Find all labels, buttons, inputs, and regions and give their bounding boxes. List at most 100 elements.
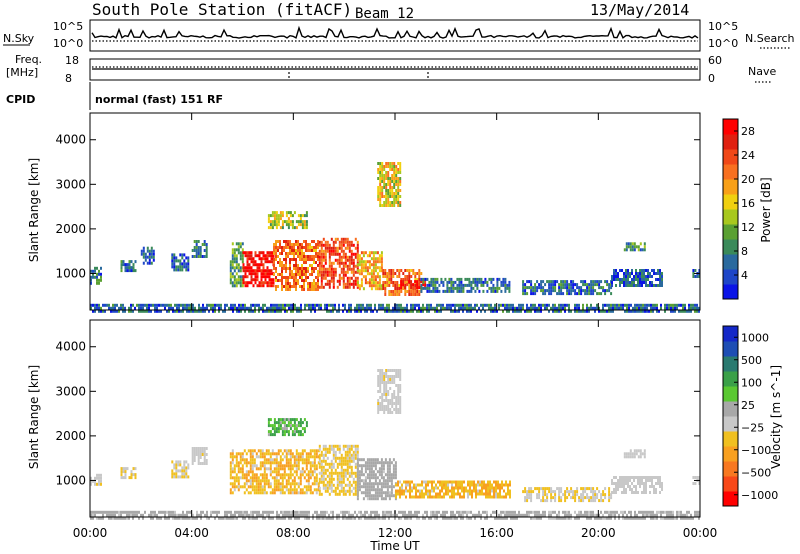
- power-cell-r9: [374, 257, 377, 261]
- power-cell-r6: [262, 254, 265, 258]
- power-cell-r9: [368, 284, 371, 288]
- velocity-cell-r8: [586, 487, 589, 491]
- velocity-cell-r4: [241, 473, 244, 477]
- power-cell-r19: [144, 303, 146, 307]
- power-cell-r12: [458, 277, 461, 281]
- velocity-cell-r12: [277, 418, 280, 422]
- power-cell-r10: [392, 293, 395, 296]
- velocity-cell-r12: [305, 424, 308, 428]
- velocity-cell-r7: [463, 495, 465, 499]
- power-cell-r6: [270, 281, 273, 285]
- velocity-cell-r4: [259, 449, 262, 453]
- power-cell-r19: [416, 309, 418, 313]
- power-cell-r18: [397, 168, 400, 171]
- velocity-cell-r7: [427, 492, 429, 496]
- velocity-cell-r6: [392, 494, 395, 498]
- velocity-cell-r6: [392, 464, 395, 468]
- velocity-cell-r4: [259, 464, 262, 468]
- power-cell-r18: [397, 186, 400, 189]
- velocity-cell-r7: [471, 495, 473, 499]
- velocity-cell-r14: [102, 513, 104, 517]
- velocity-cell-r4: [311, 449, 314, 453]
- velocity-cell-r7: [495, 492, 497, 496]
- velocity-cell-r6: [368, 491, 371, 495]
- velocity-cell-r7: [441, 489, 443, 493]
- velocity-cell-r14: [578, 513, 580, 517]
- velocity-cell-r9: [615, 485, 617, 488]
- velocity-cell-r4: [269, 452, 272, 456]
- velocity-cell-r5: [352, 456, 355, 460]
- velocity-cell-r7: [457, 489, 459, 493]
- power-cell-r14: [643, 269, 645, 272]
- power-cell-r13: [536, 280, 539, 284]
- power-cell-r19: [558, 309, 560, 313]
- power-cell-r8: [334, 252, 337, 256]
- velocity-cell-r6: [370, 461, 373, 465]
- power-cell-r18: [399, 180, 402, 183]
- power-cell-r19: [540, 309, 542, 313]
- velocity-cell-r7: [419, 489, 421, 493]
- power-cell-r19: [598, 306, 600, 310]
- power-cell-r12: [432, 280, 435, 284]
- velocity-cell-r9: [619, 479, 621, 482]
- power-cell-r7: [281, 270, 283, 273]
- power-cell-r19: [498, 303, 500, 307]
- power-cell-r14: [623, 272, 625, 275]
- power-cell-r5: [237, 269, 240, 273]
- velocity-cell-r8: [538, 493, 541, 497]
- power-cell-r19: [288, 303, 290, 307]
- power-cell-r19: [538, 303, 540, 307]
- power-cell-r7: [287, 276, 289, 279]
- power-cell-r7: [315, 276, 317, 279]
- power-cell-r12: [486, 283, 489, 287]
- power-cell-r6: [242, 263, 245, 267]
- velocity-cell-r6: [382, 476, 385, 480]
- velocity-cell-r4: [281, 473, 284, 477]
- velocity-cell-r14: [164, 516, 166, 520]
- velocity-cell-r5: [350, 465, 353, 469]
- power-cell-r19: [420, 306, 422, 310]
- velocity-cell-r6: [368, 497, 371, 501]
- power-cell-r1: [134, 269, 137, 273]
- power-cell-r8: [342, 273, 345, 277]
- velocity-cell-r14: [174, 516, 176, 520]
- velocity-cell-r4: [245, 461, 248, 465]
- power-cell-r18: [389, 162, 392, 165]
- power-cell-r13: [602, 289, 605, 293]
- velocity-cell-r4: [291, 467, 294, 471]
- power-cell-r7: [301, 276, 303, 279]
- freq-label: Freq.: [15, 53, 42, 66]
- power-cell-r16: [698, 269, 701, 272]
- velocity-cell-r7: [469, 492, 471, 496]
- velocity-cell-r4: [281, 479, 284, 483]
- velocity-cell-r8: [544, 487, 547, 491]
- power-cell-r7: [307, 276, 309, 279]
- power-cell-r8: [328, 255, 331, 259]
- velocity-cell-r12: [285, 418, 288, 422]
- power-cell-r19: [366, 306, 368, 310]
- velocity-cell-r13: [381, 378, 384, 381]
- power-cell-r12: [446, 283, 449, 287]
- power-cell-r0: [96, 275, 98, 279]
- power-cell-r8: [318, 270, 321, 274]
- power-cell-r19: [538, 309, 540, 313]
- power-cell-r7: [275, 249, 277, 252]
- velocity-cell-r4: [253, 485, 256, 489]
- velocity-cell-r5: [338, 471, 341, 475]
- power-cell-r19: [674, 303, 676, 307]
- velocity-cell-r5: [330, 480, 333, 484]
- power-cell-r0: [90, 275, 92, 279]
- power-cell-r10: [398, 275, 401, 278]
- velocity-cell-r14: [186, 516, 188, 520]
- velocity-cell-r14: [586, 510, 588, 514]
- velocity-cell-r5: [346, 489, 349, 493]
- power-cell-r8: [350, 243, 353, 247]
- velocity-cell-r8: [580, 499, 583, 503]
- velocity-cell-r14: [372, 510, 374, 514]
- velocity-cell-r8: [608, 490, 611, 494]
- power-cell-r14: [647, 275, 649, 278]
- velocity-cell-r12: [277, 427, 280, 431]
- power-cell-r19: [506, 306, 508, 310]
- power-cell-r19: [298, 309, 300, 313]
